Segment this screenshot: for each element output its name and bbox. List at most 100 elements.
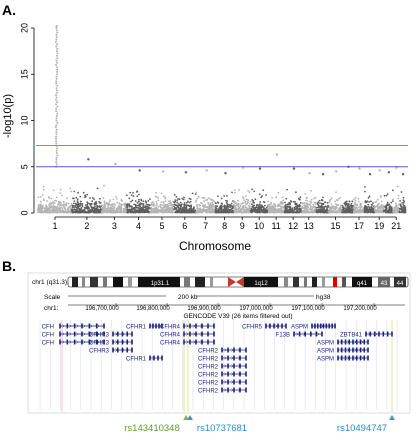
snp-point [351,206,353,208]
snp-point [367,210,370,213]
snp-point [330,207,333,210]
snp-peak-point [55,142,58,145]
snp-point [234,202,237,205]
snp-point [176,201,179,204]
snp-point [317,201,320,204]
snp-point [84,206,86,209]
snp-point [175,207,177,209]
snp-point [137,207,140,209]
snp-point [42,198,45,201]
x-axis-label: Chromosome [179,239,251,253]
snp-point [103,200,106,203]
snp-point [129,191,132,194]
snp-point [82,211,85,214]
snp-point [60,204,63,207]
gene-exon [73,323,76,329]
snp-peak-point [55,151,58,154]
gene-exon [386,331,389,337]
snp-point [102,210,105,213]
gene-label: CFHR2 [198,373,219,379]
snp-point [185,210,188,213]
snp-point [196,210,199,213]
snp-point [234,191,237,194]
snp-point [378,202,380,205]
snp-point [70,203,73,205]
snp-point [251,203,253,206]
snp-point [244,205,246,207]
gene-arrow [224,372,227,376]
snp-point [54,206,57,208]
snp-point [200,201,202,204]
snp-point [182,198,185,201]
snp-point [346,209,348,212]
snp-point [63,201,65,204]
snp-peak-point [55,33,58,36]
gene-arrow [224,388,227,392]
snp-point [295,211,298,214]
snp-point [196,197,199,200]
browser-frame [27,272,411,414]
snp-point [282,206,284,209]
snp-point [200,211,202,214]
y-axis-label: -log10(p) [2,94,14,138]
snp-point [354,203,356,206]
snp-point [325,211,328,214]
snp-point [276,205,279,207]
y-axis: 0 5 10 15 20 [19,23,35,216]
snp-peak-point [54,126,57,129]
snp-point [140,211,142,214]
snp-point [326,201,329,204]
gene-arrow [238,372,241,376]
gene-arrow [193,332,196,336]
snp-point [359,202,362,205]
snp-point [87,209,90,212]
snp-point [85,204,87,207]
snp-point [150,210,153,213]
snp-point [363,209,366,211]
snp-point [380,195,382,197]
x-tick-label: 15 [331,221,341,231]
snp-point [288,208,291,211]
snp-point [133,203,136,206]
gene-arrow [296,332,299,336]
snp-point [142,207,144,210]
snp-label: rs143410348 [124,423,179,434]
snp-point [94,205,96,208]
gene-exon [344,347,347,353]
gene-exon [213,339,215,345]
gene-exon [183,331,185,337]
snp-point [293,206,296,209]
snp-point [204,209,207,212]
snp-point [277,191,280,194]
gene-exon [359,347,362,353]
snp-point [189,200,192,203]
snp-point [131,199,134,202]
snp-point [178,203,180,205]
snp-point [308,211,311,214]
gene-exon [121,347,124,353]
snp-point [372,211,375,214]
snp-point [305,197,308,200]
gene-arrow [238,348,241,352]
y-tick-label: 0 [19,210,29,215]
gene-exon [245,363,247,369]
snp-point [203,204,206,207]
snp-point [348,200,351,203]
snp-point [105,201,108,204]
snp-point [328,206,331,209]
snp-point [141,208,143,211]
gene-arrow [62,340,65,344]
snp-point [153,204,156,206]
snp-point [247,201,250,204]
snp-point [75,206,77,209]
x-tick-label: 2 [84,221,89,231]
snp-point [145,203,148,206]
snp-point [39,196,42,198]
snp-point [335,206,338,209]
snp-point [290,211,292,214]
snp-point [52,204,55,207]
gene-arrow [347,356,350,360]
snp-point [166,204,169,207]
snp-point [394,206,397,209]
snp-point [120,199,123,201]
